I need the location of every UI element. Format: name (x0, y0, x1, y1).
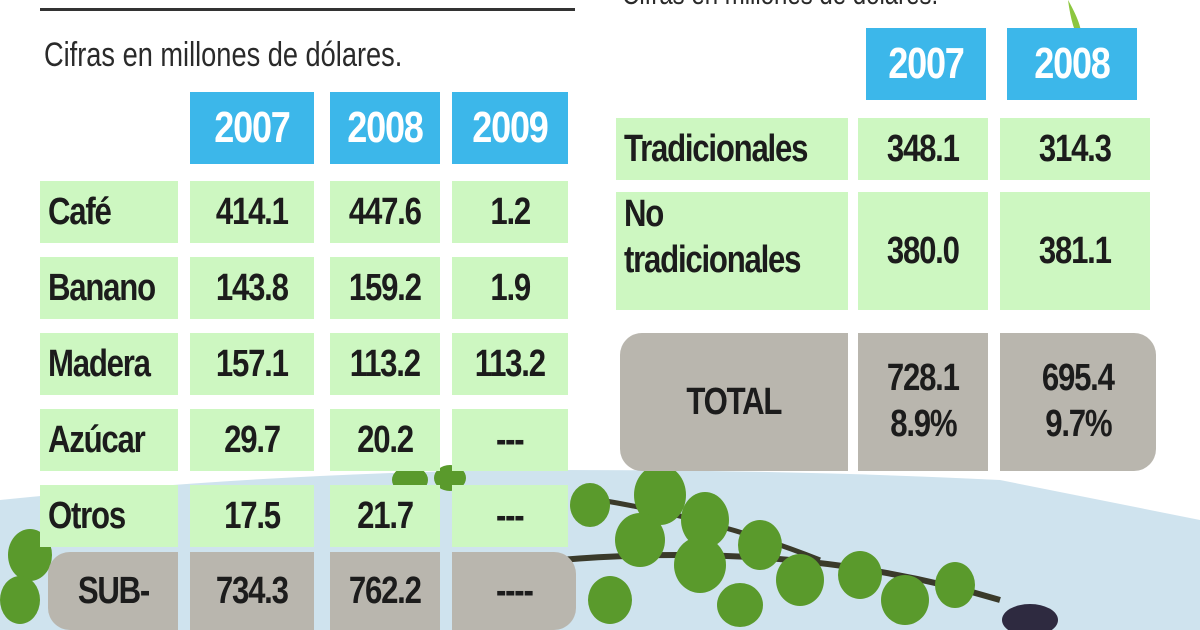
row-label-banano: Banano (40, 257, 178, 319)
total-label: TOTAL (620, 333, 848, 471)
table-cell: --- (452, 485, 568, 547)
year-header-2008: 2008 (1007, 28, 1137, 100)
left-table: Cifras en millones de dólares. 2007 2008… (40, 8, 576, 630)
right-table: Cifras en millones de dólares. 2007 2008… (600, 0, 1200, 630)
year-header-2008: 2008 (330, 92, 440, 164)
total-cell: 695.4 9.7% (1000, 333, 1156, 471)
table-cell: 380.0 (858, 192, 988, 310)
row-label-no-tradicionales: No tradicionales (616, 192, 848, 310)
table-cell: 159.2 (330, 257, 440, 319)
left-subtitle: Cifras en millones de dólares. (44, 36, 403, 74)
subtotal-cell: ---- (452, 552, 576, 630)
subtotal-cell: 762.2 (330, 552, 440, 630)
row-label-otros: Otros (40, 485, 178, 547)
year-header-2009: 2009 (452, 92, 568, 164)
top-rule (40, 8, 575, 11)
subtotal-cell: 734.3 (190, 552, 314, 630)
table-cell: 1.2 (452, 181, 568, 243)
table-cell: 143.8 (190, 257, 314, 319)
row-label-tradicionales: Tradicionales (616, 118, 848, 180)
year-header-2007: 2007 (866, 28, 986, 100)
table-cell: 157.1 (190, 333, 314, 395)
row-label-madera: Madera (40, 333, 178, 395)
table-cell: 21.7 (330, 485, 440, 547)
table-cell: 17.5 (190, 485, 314, 547)
table-cell: 314.3 (1000, 118, 1150, 180)
subtotal-label: SUB- (48, 552, 178, 630)
total-cell: 728.1 8.9% (858, 333, 988, 471)
table-cell: 447.6 (330, 181, 440, 243)
row-label-cafe: Café (40, 181, 178, 243)
table-cell: 20.2 (330, 409, 440, 471)
table-cell: 113.2 (330, 333, 440, 395)
table-cell: 29.7 (190, 409, 314, 471)
table-cell: 348.1 (858, 118, 988, 180)
right-subtitle: Cifras en millones de dólares. (622, 0, 938, 12)
table-cell: 414.1 (190, 181, 314, 243)
row-label-azucar: Azúcar (40, 409, 178, 471)
table-cell: 1.9 (452, 257, 568, 319)
table-cell: 113.2 (452, 333, 568, 395)
table-cell: 381.1 (1000, 192, 1150, 310)
year-header-2007: 2007 (190, 92, 314, 164)
table-cell: --- (452, 409, 568, 471)
